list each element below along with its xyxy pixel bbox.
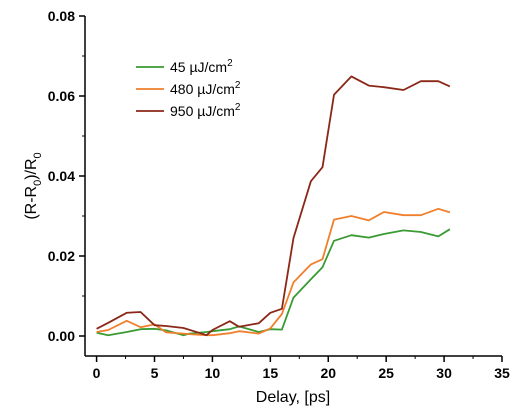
legend-label: 950 µJ/cm2 — [170, 102, 241, 119]
x-tick-label: 20 — [320, 365, 336, 381]
y-axis-title-part-2: )/R — [23, 158, 40, 179]
x-tick-label: 5 — [151, 365, 159, 381]
y-tick-label: 0.00 — [48, 328, 75, 344]
y-axis-ticks: 0.00 0.02 0.04 0.06 0.08 — [48, 8, 85, 344]
series-lines — [96, 75, 451, 337]
x-tick-label: 15 — [263, 365, 279, 381]
series-line — [96, 228, 451, 337]
y-tick-label: 0.04 — [48, 168, 75, 184]
x-tick-label: 0 — [93, 365, 101, 381]
x-axis-title: Delay, [ps] — [256, 389, 330, 406]
y-tick-label: 0.02 — [48, 248, 75, 264]
y-axis-title-sub-2: 0 — [32, 152, 44, 158]
legend-label: 45 µJ/cm2 — [170, 58, 233, 75]
x-tick-label: 25 — [378, 365, 394, 381]
x-tick-label: 30 — [436, 365, 452, 381]
series-line — [96, 75, 451, 337]
y-tick-label: 0.08 — [48, 8, 75, 24]
x-tick-label: 35 — [494, 365, 510, 381]
y-tick-label: 0.06 — [48, 88, 75, 104]
x-axis-ticks: 0 5 10 15 20 25 30 35 — [93, 356, 510, 381]
legend: 45 µJ/cm2 480 µJ/cm2 950 µJ/cm2 — [136, 58, 241, 119]
y-axis-title-part-1: (R-R — [23, 186, 40, 220]
series-line — [96, 207, 451, 337]
legend-label: 480 µJ/cm2 — [170, 80, 241, 97]
y-axis-title: (R-R0)/R0 — [23, 152, 44, 219]
x-tick-label: 10 — [205, 365, 221, 381]
y-axis-title-sub-1: 0 — [32, 180, 44, 186]
